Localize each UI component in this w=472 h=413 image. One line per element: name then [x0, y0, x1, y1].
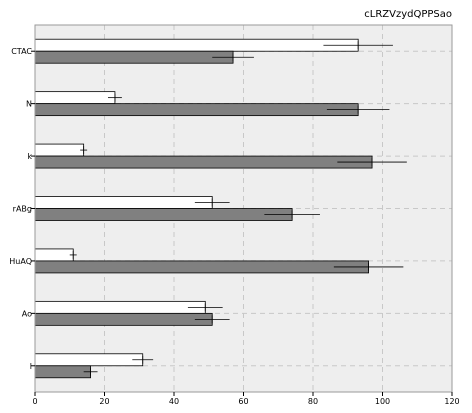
chart-title: cLRZVzydQPPSao [364, 9, 452, 20]
x-tick-label: 120 [444, 397, 459, 406]
y-tick-label: Ao [22, 309, 32, 318]
bar [34, 103, 359, 117]
x-tick-label: 0 [32, 397, 37, 406]
bar [34, 248, 74, 262]
axes: 0 20 40 60 80 100 120 CTAC Nk rABg HuAQ Ao l [9, 47, 459, 406]
bar [34, 155, 373, 169]
x-tick-label: 20 [99, 397, 109, 406]
y-tick-label: k [27, 152, 32, 161]
bar [34, 91, 116, 105]
y-tick-label: N [26, 100, 32, 109]
bars [34, 38, 373, 379]
y-tick-label: l [30, 362, 32, 371]
bar [34, 50, 234, 64]
y-tick-label: rABg [13, 205, 32, 214]
x-tick-label: 80 [308, 397, 318, 406]
x-tick-label: 60 [238, 397, 248, 406]
x-tick-label: 40 [169, 397, 179, 406]
y-tick-label: CTAC [11, 47, 32, 56]
bar [34, 365, 91, 379]
y-tick-label: HuAQ [9, 257, 32, 266]
bar [34, 300, 206, 314]
bar [34, 353, 144, 367]
bar [34, 38, 359, 52]
bar [34, 196, 213, 209]
bar [34, 143, 85, 157]
bar [34, 260, 370, 274]
bar [34, 312, 213, 326]
bar [34, 208, 293, 221]
x-tick-label: 100 [375, 397, 390, 406]
error-bars [69, 41, 407, 376]
